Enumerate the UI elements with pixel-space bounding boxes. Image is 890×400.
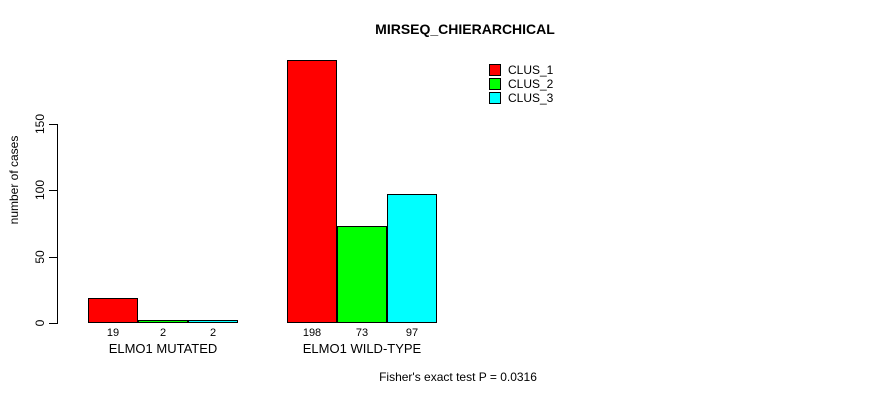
bar-value-label: 2 (209, 327, 217, 339)
legend-label: CLUS_1 (508, 63, 554, 77)
y-tick (49, 323, 57, 324)
y-axis-label: number of cases (7, 135, 21, 225)
y-tick-label: 0 (33, 319, 47, 327)
fisher-test-annotation: Fisher's exact test P = 0.0316 (379, 370, 537, 384)
bar-value-label: 19 (106, 327, 120, 339)
bar-value-label: 73 (355, 327, 369, 339)
legend-item-clus_1: CLUS_1 (489, 64, 553, 76)
y-tick (49, 190, 57, 192)
category-label: ELMO1 WILD-TYPE (302, 341, 422, 356)
bar-value-label: 2 (159, 327, 167, 339)
legend-label: CLUS_3 (508, 91, 554, 105)
legend-swatch-clus_2 (489, 78, 501, 90)
legend: CLUS_1 CLUS_2 CLUS_3 (489, 64, 553, 104)
bar-clus_2-group2 (337, 226, 387, 323)
category-label: ELMO1 MUTATED (108, 341, 218, 356)
bar-clus_1-group2 (287, 60, 337, 323)
legend-swatch-clus_1 (489, 64, 501, 76)
bar-value-label: 198 (302, 327, 322, 339)
legend-label: CLUS_2 (508, 77, 554, 91)
y-tick (49, 124, 57, 125)
y-tick-label: 150 (33, 113, 47, 135)
legend-swatch-clus_3 (489, 92, 501, 104)
y-tick-label: 100 (33, 180, 47, 201)
legend-item-clus_2: CLUS_2 (489, 78, 553, 90)
y-axis-line (57, 124, 58, 324)
y-tick (49, 256, 57, 258)
y-tick-label: 50 (33, 249, 47, 264)
bar-clus_3-group2 (387, 194, 437, 323)
bar-clus_2-group1 (138, 320, 188, 323)
bar-clus_1-group1 (88, 298, 138, 323)
bar-value-label: 97 (405, 327, 419, 339)
bar-clus_3-group1 (188, 320, 238, 323)
chart-title: MIRSEQ_CHIERARCHICAL (375, 21, 555, 37)
legend-item-clus_3: CLUS_3 (489, 92, 553, 104)
